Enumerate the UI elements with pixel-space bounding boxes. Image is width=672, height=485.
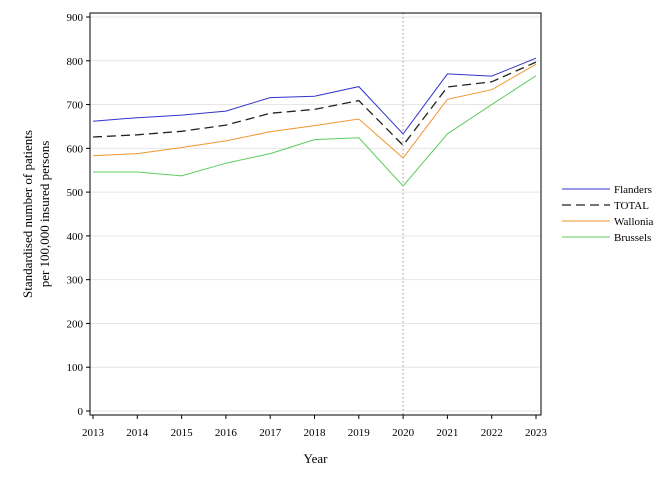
y-tick-label: 500: [67, 187, 84, 199]
y-tick-label: 200: [67, 318, 84, 330]
y-tick-label: 0: [78, 406, 84, 418]
x-tick-label: 2021: [436, 427, 458, 439]
gridlines: [90, 16, 541, 412]
x-tick-label: 2013: [82, 427, 105, 439]
series-line-wallonia: [92, 63, 537, 159]
legend: Flanders TOTAL Wallonia Brussels: [562, 184, 654, 244]
x-axis: 2013 2014 2015 2016 2017 2018 2019 2020 2021 2022…: [82, 415, 548, 439]
y-axis-title-line: per 100,000 insured persons: [37, 141, 52, 288]
x-tick-label: 2016: [215, 427, 238, 439]
y-tick-label: 800: [67, 56, 84, 68]
legend-label-flanders: Flanders: [614, 184, 652, 196]
legend-label-brussels: Brussels: [614, 232, 651, 244]
x-tick-label: 2015: [171, 427, 194, 439]
series-line-total: [92, 61, 537, 147]
x-tick-label: 2019: [348, 427, 371, 439]
y-tick-label: 400: [67, 231, 84, 243]
series-line-brussels: [93, 75, 537, 187]
legend-label-wallonia: Wallonia: [614, 216, 654, 228]
series-line-flanders: [92, 57, 537, 135]
x-tick-label: 2023: [525, 427, 548, 439]
series-layer: [92, 57, 537, 187]
x-tick-label: 2018: [304, 427, 327, 439]
y-axis-title-line: Standardised number of patients: [20, 130, 35, 298]
y-axis-title: Standardised number of patients per 100,0…: [20, 130, 52, 298]
plot-frame: [89, 12, 542, 416]
y-axis: 0 100 200 300 400 500 600 700 800 900: [67, 12, 90, 418]
legend-label-total: TOTAL: [614, 200, 649, 212]
x-axis-title: Year: [304, 451, 329, 466]
y-tick-label: 900: [67, 12, 84, 24]
x-tick-label: 2014: [126, 427, 149, 439]
x-tick-label: 2020: [392, 427, 415, 439]
y-tick-label: 100: [67, 362, 84, 374]
x-tick-label: 2017: [259, 427, 282, 439]
y-tick-label: 300: [67, 275, 84, 287]
x-tick-label: 2022: [481, 427, 503, 439]
y-tick-label: 700: [67, 100, 84, 112]
y-tick-label: 600: [67, 143, 84, 155]
